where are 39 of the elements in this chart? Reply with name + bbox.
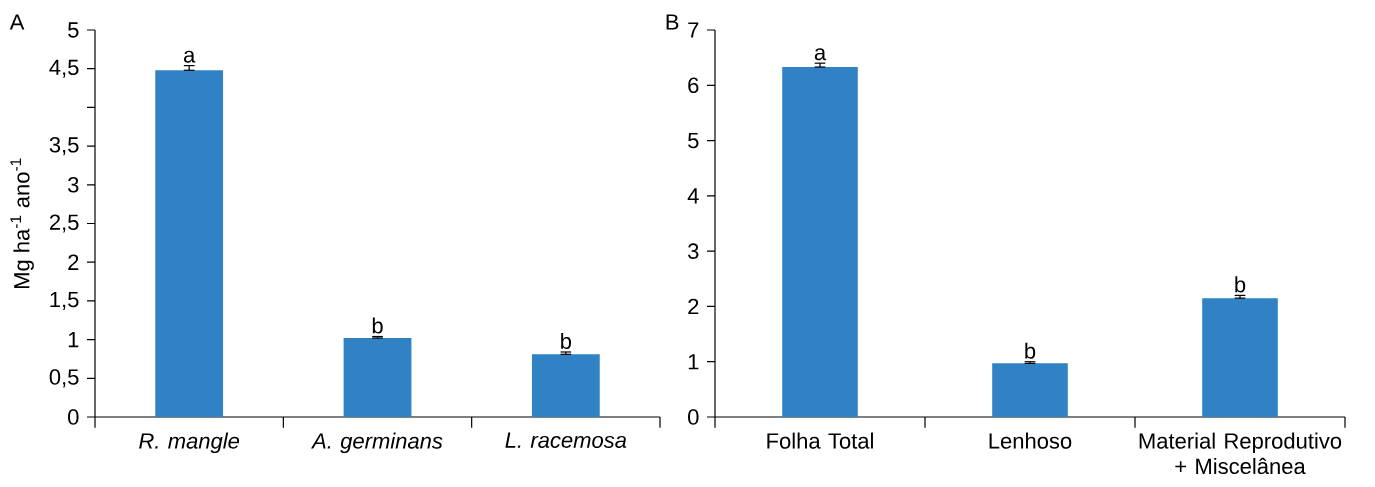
annotation: b	[561, 332, 572, 350]
annotation: b	[372, 317, 383, 334]
y-tick-label: 0	[688, 409, 699, 425]
x-tick-label: R. mangle	[139, 432, 240, 454]
y-tick-label: 5	[688, 132, 699, 149]
y-tick-label: 4	[687, 188, 699, 204]
annotation: b	[1235, 276, 1246, 293]
y-tick-label: 4,5	[49, 59, 79, 78]
y-tick-label: 3	[688, 243, 699, 259]
bar	[155, 70, 224, 417]
y-tick-label: 6	[688, 77, 699, 94]
bar	[531, 354, 600, 417]
bar	[782, 67, 858, 417]
y-tick-label: 7	[688, 22, 699, 38]
y-tick-label: 2	[688, 298, 699, 315]
y-tick-label: 1,5	[50, 291, 79, 310]
y-tick-label: 0,5	[49, 369, 79, 388]
chart-title: B	[666, 14, 679, 30]
annotation: b	[1025, 342, 1036, 359]
y-tick-label: 5	[68, 22, 79, 38]
chart-title: A	[9, 14, 25, 30]
y-axis-title: Mg ha$^{-1}$ ano$^{-1}$	[10, 158, 34, 289]
y-tick-label: 3,5	[49, 137, 79, 156]
bar	[992, 363, 1068, 417]
y-tick-label: 0	[68, 409, 79, 425]
bar	[1202, 298, 1278, 417]
y-tick-label: 2,5	[49, 214, 79, 233]
x-tick-label: L. racemosa	[505, 432, 627, 448]
y-tick-label: 1	[68, 332, 79, 348]
annotation: a	[814, 48, 827, 61]
y-tick-label: 3	[68, 177, 79, 193]
y-tick-label: 1	[688, 354, 699, 370]
annotation: a	[183, 50, 196, 63]
x-tick-label: Material Reprodutivo + Miscelânea	[1139, 432, 1342, 475]
x-tick-label: Folha Total	[767, 432, 873, 449]
bar	[343, 338, 412, 417]
x-tick-label: Lenhoso	[989, 432, 1072, 449]
x-tick-label: A. germinans	[311, 432, 443, 454]
y-tick-label: 2	[68, 254, 79, 270]
